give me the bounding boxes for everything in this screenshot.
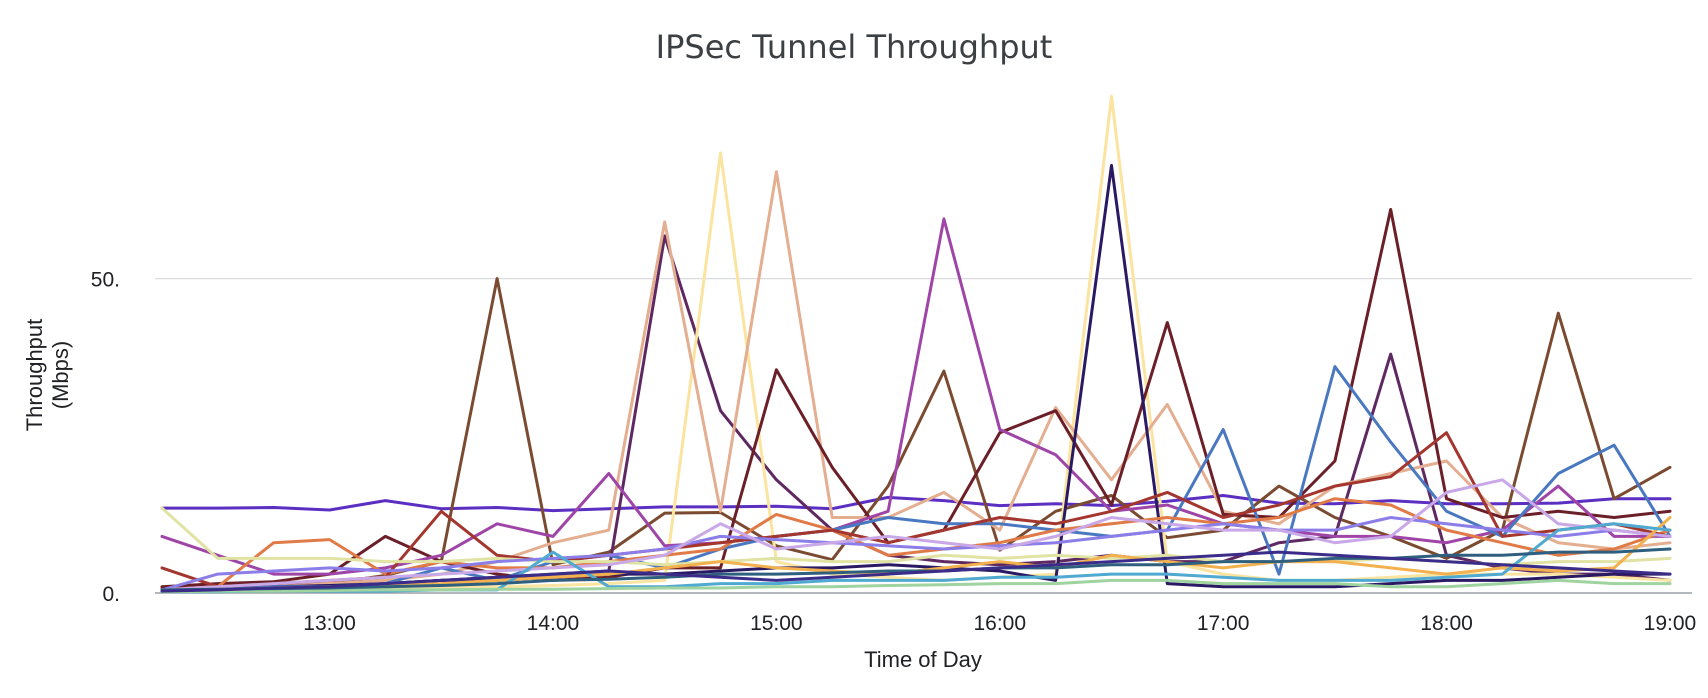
chart-title: IPSec Tunnel Throughput <box>656 28 1053 66</box>
series-line-13 <box>160 478 1672 592</box>
x-tick-label-6: 19:00 <box>1644 612 1697 635</box>
y-axis-ticks: 0. 50. <box>91 269 120 606</box>
y-axis-label-line-1: Throughput <box>22 319 47 432</box>
series-line-16 <box>160 578 1672 594</box>
gridlines <box>155 278 1692 594</box>
x-tick-label-2: 15:00 <box>750 612 803 635</box>
series-line-4 <box>160 170 1672 592</box>
y-axis-label-line-2: (Mbps) <box>48 341 73 409</box>
y-tick-label-0: 0. <box>102 583 120 606</box>
x-tick-label-5: 18:00 <box>1420 612 1473 635</box>
series-line-18 <box>160 550 1672 593</box>
series-line-12 <box>160 516 1672 592</box>
x-tick-label-1: 14:00 <box>527 612 580 635</box>
x-tick-label-4: 17:00 <box>1197 612 1250 635</box>
series-line-10 <box>160 431 1672 589</box>
series-line-0 <box>160 494 1672 513</box>
y-axis-label: Throughput (Mbps) <box>22 319 73 432</box>
series-line-3 <box>160 94 1672 594</box>
series-line-9 <box>160 497 1672 592</box>
series-lines <box>160 94 1672 594</box>
x-tick-label-3: 16:00 <box>973 612 1026 635</box>
series-line-7 <box>160 163 1672 592</box>
x-axis-label: Time of Day <box>864 647 982 672</box>
y-tick-label-1: 50. <box>91 269 120 292</box>
series-line-17 <box>160 547 1672 592</box>
x-axis-ticks: 13:00 14:00 15:00 16:00 17:00 18:00 19:00 <box>303 612 1696 635</box>
x-tick-label-0: 13:00 <box>303 612 356 635</box>
